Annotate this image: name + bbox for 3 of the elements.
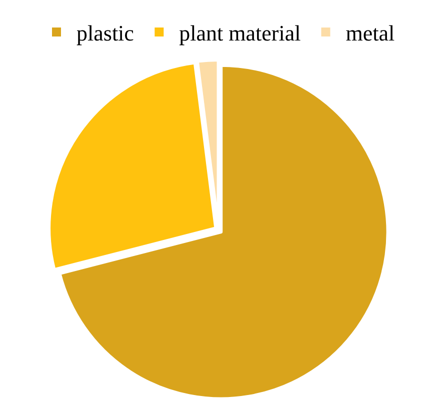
legend-label: metal [346, 20, 395, 46]
legend-label: plastic [76, 20, 134, 46]
legend-label: plant material [179, 20, 301, 46]
